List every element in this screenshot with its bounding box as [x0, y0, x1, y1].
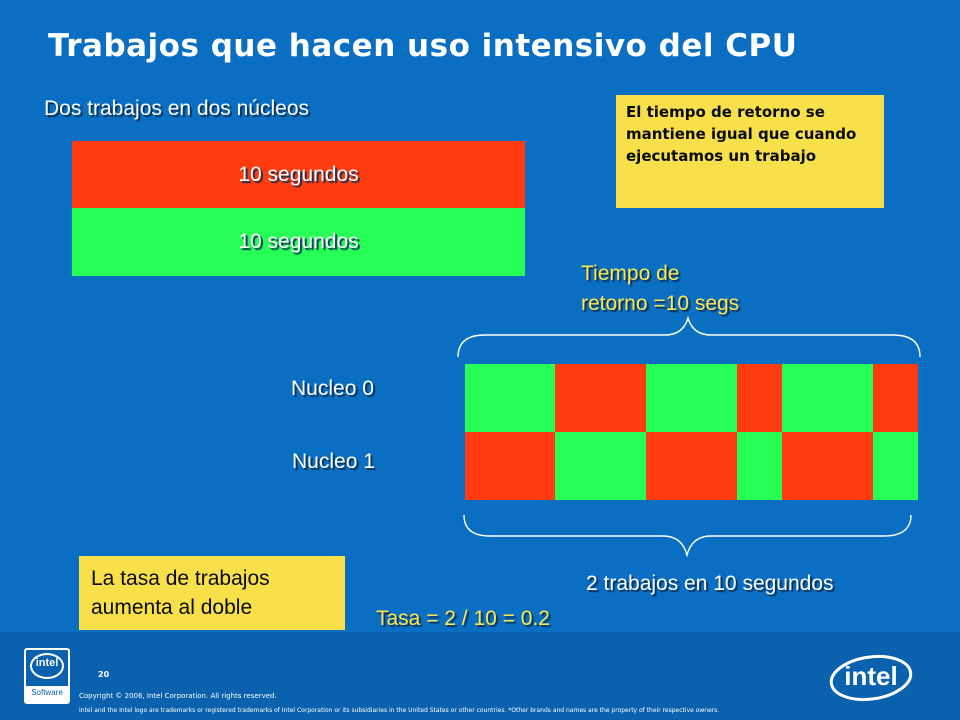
jobs-in-time-label: 2 trabajos en 10 segundos	[586, 572, 834, 595]
top-brace	[457, 315, 921, 358]
core-1-label: Nucleo 1	[292, 450, 375, 473]
core1-slice-5	[782, 432, 873, 500]
core0-slice-3	[646, 364, 737, 432]
copyright-text: Copyright © 2006, Intel Corporation. All…	[79, 692, 277, 700]
core-0-label: Nucleo 0	[291, 377, 374, 400]
turnaround-line-2: retorno =10 segs	[581, 292, 740, 315]
intel-swirl-icon	[30, 653, 64, 679]
turnaround-label: Tiempo de retorno =10 segs	[581, 259, 739, 319]
core0-slice-6	[873, 364, 918, 432]
intel-logo-large: intel	[826, 649, 916, 703]
note-rate-line-1: La tasa de trabajos	[91, 567, 270, 590]
core0-slice-4	[737, 364, 782, 432]
core0-slice-1	[465, 364, 555, 432]
footer-bar	[0, 632, 960, 720]
intel-software-caption: Software	[31, 688, 63, 697]
job-bar-red: 10 segundos	[72, 141, 525, 208]
job-bar-green: 10 segundos	[72, 208, 525, 276]
note-turnaround-same: El tiempo de retorno se mantiene igual q…	[616, 95, 884, 208]
core-schedule-grid	[465, 364, 918, 500]
subtitle: Dos trabajos en dos núcleos	[44, 97, 309, 120]
page-number: 20	[98, 670, 110, 679]
core0-slice-2	[555, 364, 646, 432]
core1-slice-6	[873, 432, 918, 500]
core1-slice-2	[555, 432, 646, 500]
slide-title: Trabajos que hacen uso intensivo del CPU	[48, 28, 798, 64]
intel-small-logo-text: intel	[35, 657, 59, 669]
note-rate-doubles: La tasa de trabajos aumenta al doble	[79, 556, 345, 630]
note-rate-line-2: aumenta al doble	[91, 596, 253, 619]
core1-slice-3	[646, 432, 737, 500]
rate-formula: Tasa = 2 / 10 = 0.2	[376, 607, 550, 630]
bottom-brace	[463, 514, 912, 558]
core1-slice-1	[465, 432, 555, 500]
turnaround-line-1: Tiempo de	[581, 262, 680, 285]
intel-software-logo: intel Software	[24, 648, 70, 704]
core0-slice-5	[782, 364, 873, 432]
core1-slice-4	[737, 432, 782, 500]
trademark-text: Intel and the Intel logo are trademarks …	[79, 707, 720, 714]
intel-swirl-large-icon	[829, 654, 913, 702]
intel-large-logo-text: intel	[844, 661, 898, 691]
